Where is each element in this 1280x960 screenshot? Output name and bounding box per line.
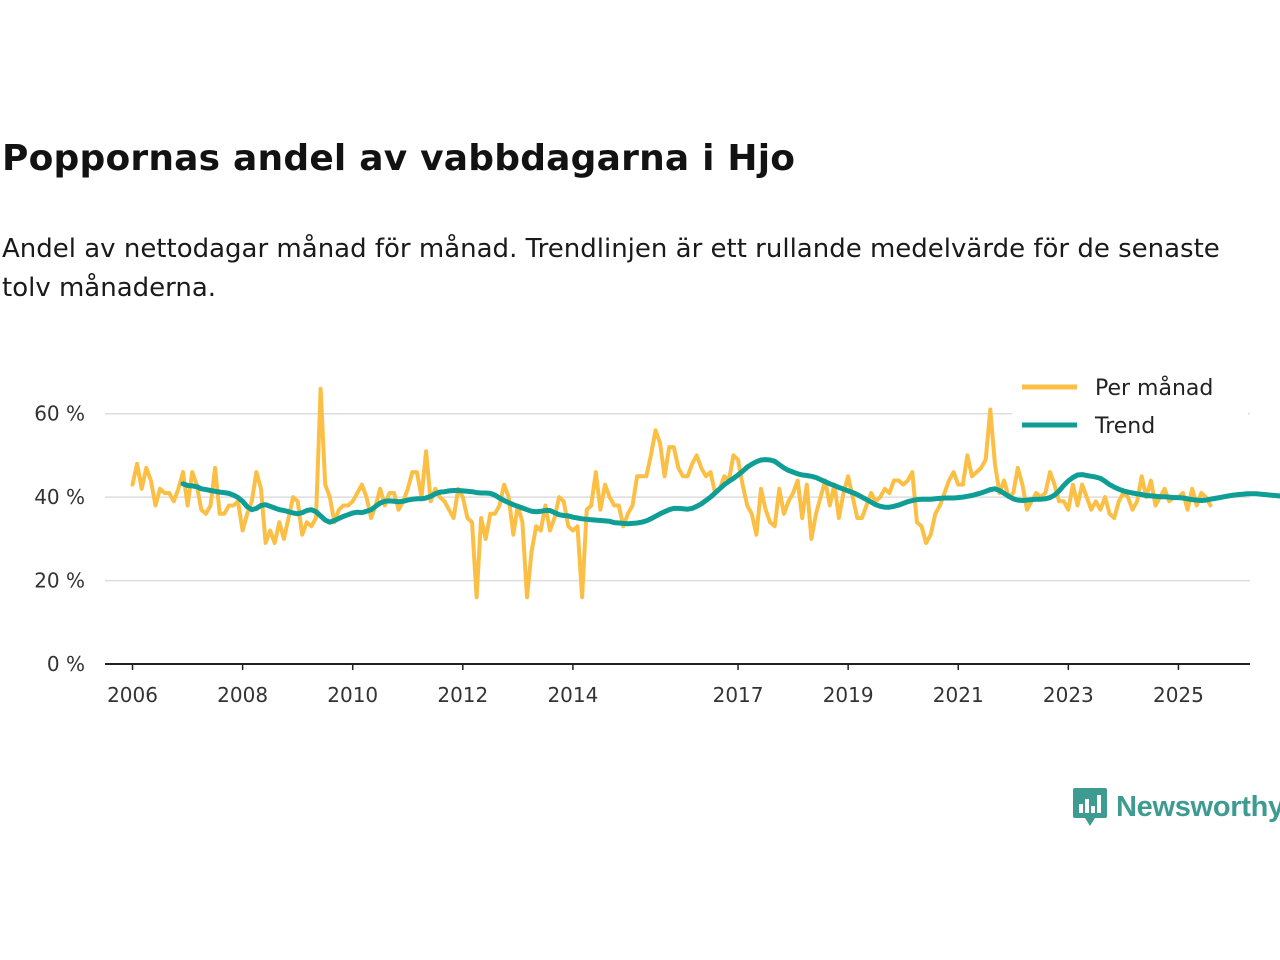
x-axis: 2006 2008 2010 2012 2014 2017 2019 2021 2023 2025 [105,663,1250,707]
x-tick-label: 2012 [437,683,488,707]
series-line-per-manad [130,386,1213,600]
y-tick-label: 20 % [34,569,85,593]
series-lines [130,386,1280,600]
y-axis-ticks: 0 % 20 % 40 % 60 % [34,402,85,676]
x-tick-label: 2021 [933,683,984,707]
legend-label: Per månad [1095,375,1213,401]
y-tick-label: 60 % [34,402,85,426]
x-tick-label: 2006 [107,683,158,707]
legend-background [1012,372,1248,442]
newsworthy-logo[interactable]: Newsworthy [1072,786,1280,828]
newsworthy-logo-icon [1073,788,1107,826]
x-tick-label: 2014 [547,683,598,707]
y-tick-label: 40 % [34,485,85,509]
x-tick-label: 2017 [713,683,764,707]
brand-name: Newsworthy [1116,790,1280,823]
x-tick-label: 2023 [1043,683,1094,707]
legend-label: Trend [1094,414,1155,439]
chart-title: Poppornas andel av vabbdagarna i Hjo [2,138,796,179]
chart-subtitle: Andel av nettodagar månad för månad. Tre… [2,234,1220,303]
series-line-trend [180,457,1280,527]
x-tick-label: 2025 [1153,683,1204,707]
x-tick-label: 2008 [217,683,268,707]
x-tick-label: 2010 [327,683,378,707]
y-tick-label: 0 % [47,652,85,676]
legend: Per månad Trend [1012,372,1248,442]
x-tick-label: 2019 [823,683,874,707]
